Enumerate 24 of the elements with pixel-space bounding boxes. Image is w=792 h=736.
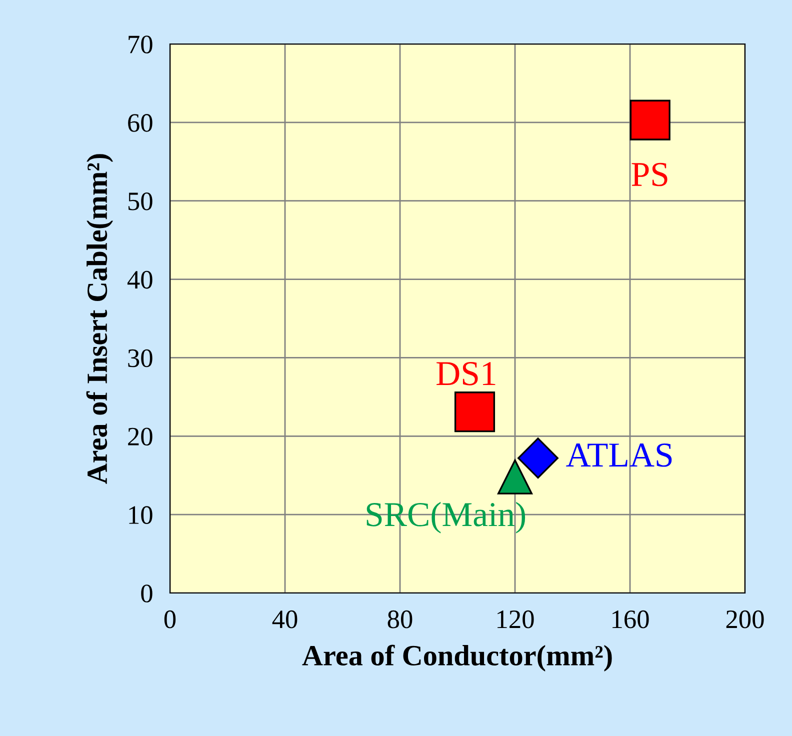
y-tick-label: 10 bbox=[129, 506, 152, 524]
x-tick-label: 200 bbox=[726, 610, 764, 628]
point bbox=[498, 459, 532, 494]
point bbox=[630, 100, 670, 140]
x-tick-label: 80 bbox=[388, 610, 412, 628]
x-tick-label: 160 bbox=[612, 610, 649, 628]
series-label: PS bbox=[632, 162, 668, 186]
y-tick-label: 20 bbox=[128, 428, 152, 446]
point bbox=[518, 438, 558, 479]
y-tick-label: 0 bbox=[141, 584, 152, 602]
series-label: DS1 bbox=[436, 362, 496, 386]
series-label: ATLAS bbox=[566, 443, 672, 467]
x-tick-label: 40 bbox=[272, 610, 298, 628]
y-tick-label: 30 bbox=[128, 349, 152, 368]
y-tick-label: 40 bbox=[127, 270, 152, 289]
y-tick-label: 70 bbox=[128, 36, 152, 54]
x-axis-title: Area of Conductor(mm²) bbox=[302, 644, 612, 672]
x-tick-label: 0 bbox=[164, 610, 176, 628]
y-tick-label: 60 bbox=[128, 114, 152, 132]
x-tick-label: 120 bbox=[498, 610, 534, 628]
point bbox=[454, 392, 496, 432]
y-tick-label: 50 bbox=[128, 192, 152, 210]
series-label: SRC(Main) bbox=[366, 502, 526, 534]
y-axis-title: Area of Insert Cable(mm²) bbox=[86, 154, 114, 484]
